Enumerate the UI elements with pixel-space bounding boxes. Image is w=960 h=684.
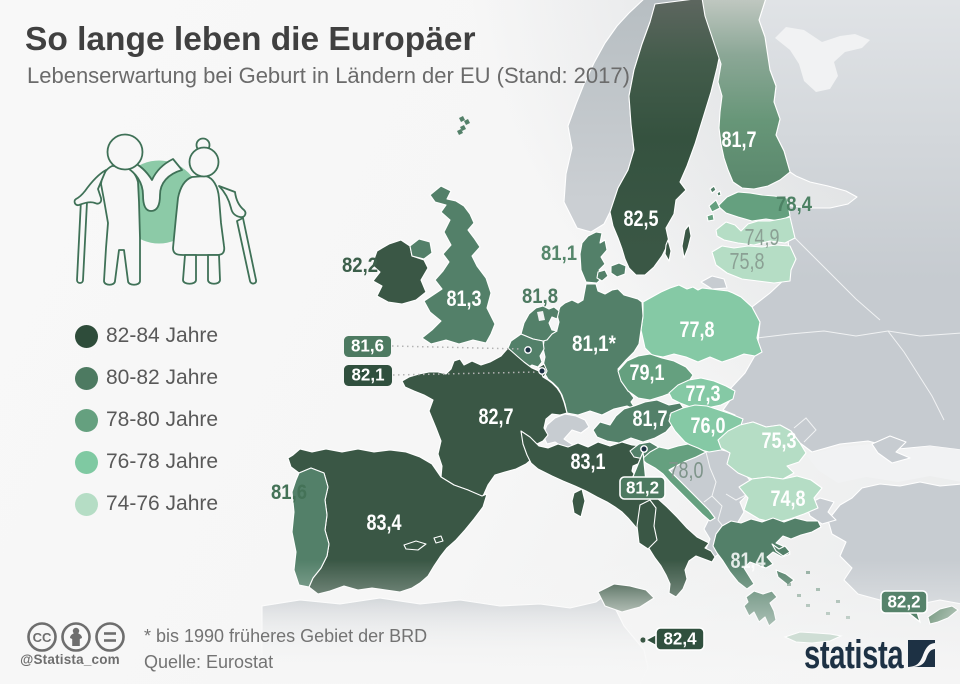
svg-text:81,8: 81,8 xyxy=(522,285,558,308)
svg-text:81,6: 81,6 xyxy=(271,481,307,504)
svg-text:82,2: 82,2 xyxy=(342,254,378,277)
svg-text:81,1: 81,1 xyxy=(541,242,577,265)
svg-text:75,3: 75,3 xyxy=(762,428,797,453)
svg-text:81,7: 81,7 xyxy=(633,406,668,431)
svg-text:74,8: 74,8 xyxy=(771,486,806,511)
svg-text:82,4: 82,4 xyxy=(664,629,697,649)
svg-text:81,1*: 81,1* xyxy=(572,331,616,356)
svg-text:82,7: 82,7 xyxy=(479,404,514,429)
svg-text:81,2: 81,2 xyxy=(626,478,659,498)
svg-text:82,1: 82,1 xyxy=(352,365,385,385)
svg-text:82,2: 82,2 xyxy=(888,592,921,612)
svg-text:81,3: 81,3 xyxy=(447,286,482,311)
svg-text:83,4: 83,4 xyxy=(367,510,403,535)
svg-text:77,8: 77,8 xyxy=(680,317,715,342)
svg-text:79,1: 79,1 xyxy=(630,360,665,385)
svg-text:78,0: 78,0 xyxy=(669,457,704,483)
svg-text:82,5: 82,5 xyxy=(624,206,659,231)
svg-text:74,9: 74,9 xyxy=(745,224,780,250)
svg-text:83,1: 83,1 xyxy=(571,449,606,474)
svg-text:81,4: 81,4 xyxy=(731,548,767,573)
svg-text:CC: CC xyxy=(33,630,52,645)
svg-text:81,6: 81,6 xyxy=(351,336,384,356)
svg-text:77,3: 77,3 xyxy=(686,381,721,406)
svg-text:75,8: 75,8 xyxy=(730,248,765,274)
svg-text:statista: statista xyxy=(804,633,904,675)
svg-text:81,7: 81,7 xyxy=(722,127,757,152)
svg-text:76,0: 76,0 xyxy=(691,413,726,438)
svg-text:78,4: 78,4 xyxy=(776,193,812,216)
